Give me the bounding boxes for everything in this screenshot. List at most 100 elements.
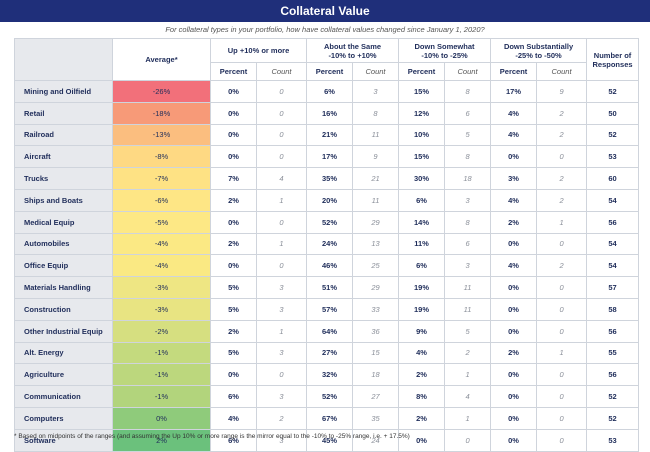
table-row: Office Equip -4% 0% 0 46% 25 6% 3 4% 2 54 xyxy=(14,254,640,278)
same-percent-cell: 27% xyxy=(306,341,354,365)
somewhat-percent-cell: 15% xyxy=(398,80,446,103)
substantial-percent-cell: 0% xyxy=(490,297,538,321)
table-row: Other Industrial Equip -2% 2% 1 64% 36 9% 5 0% 0 5… xyxy=(14,319,640,343)
substantial-count-cell: 2 xyxy=(536,188,588,212)
same-count-cell: 8 xyxy=(352,101,400,125)
somewhat-count-cell: 6 xyxy=(444,101,492,125)
somewhat-count-cell: 3 xyxy=(444,254,492,278)
same-count-cell: 21 xyxy=(352,167,400,190)
substantial-count-cell: 0 xyxy=(536,319,588,343)
same-count-cell: 3 xyxy=(352,80,400,103)
count-header: Count xyxy=(255,62,308,81)
substantial-percent-cell: 2% xyxy=(490,341,538,365)
up-percent-cell: 0% xyxy=(210,80,257,103)
substantial-percent-cell: 4% xyxy=(490,254,538,278)
somewhat-count-cell: 2 xyxy=(444,341,492,365)
same-count-cell: 33 xyxy=(352,297,400,321)
substantial-count-cell: 0 xyxy=(536,145,588,169)
somewhat-count-cell: 8 xyxy=(444,80,492,103)
somewhat-count-cell: 5 xyxy=(444,123,492,147)
average-cell: -4% xyxy=(112,254,211,278)
same-percent-cell: 52% xyxy=(306,385,354,408)
somewhat-count-cell: 6 xyxy=(444,232,492,256)
same-percent-cell: 21% xyxy=(306,123,354,147)
same-percent-cell: 35% xyxy=(306,167,354,190)
table-row: Ships and Boats -6% 2% 1 20% 11 6% 3 4% 2 54 xyxy=(14,188,640,212)
same-percent-cell: 6% xyxy=(306,80,354,103)
category-cell: Agriculture xyxy=(14,363,113,387)
same-count-cell: 36 xyxy=(352,319,400,343)
average-cell: -3% xyxy=(112,297,211,321)
substantial-count-cell: 2 xyxy=(536,101,588,125)
group-header-substantial: Down Substantially -25% to -50% xyxy=(490,38,588,63)
substantial-percent-cell: 17% xyxy=(490,80,538,103)
table-row: Aircraft -8% 0% 0 17% 9 15% 8 0% 0 53 xyxy=(14,145,640,169)
group-header-up: Up +10% or more xyxy=(209,38,308,63)
table-row: Medical Equip -5% 0% 0 52% 29 14% 8 2% 1 56 xyxy=(14,210,640,234)
up-count-cell: 4 xyxy=(255,167,308,190)
substantial-percent-cell: 4% xyxy=(490,101,538,125)
responses-cell: 52 xyxy=(586,80,640,103)
percent-header: Percent xyxy=(306,62,354,81)
responses-cell: 50 xyxy=(586,101,640,125)
group-header-same: About the Same -10% to +10% xyxy=(306,38,400,63)
average-cell: -7% xyxy=(112,167,211,190)
category-cell: Mining and Oilfield xyxy=(14,80,113,103)
somewhat-percent-cell: 14% xyxy=(398,210,446,234)
average-cell: -1% xyxy=(112,385,211,408)
average-cell: -18% xyxy=(112,101,211,125)
same-count-cell: 9 xyxy=(352,145,400,169)
category-cell: Other Industrial Equip xyxy=(14,319,113,343)
responses-cell: 58 xyxy=(586,297,640,321)
somewhat-percent-cell: 6% xyxy=(398,254,446,278)
up-percent-cell: 0% xyxy=(210,210,257,234)
up-percent-cell: 5% xyxy=(210,276,257,299)
same-count-cell: 11 xyxy=(352,188,400,212)
substantial-count-cell: 0 xyxy=(536,363,588,387)
category-cell: Retail xyxy=(14,101,113,125)
somewhat-count-cell: 8 xyxy=(444,210,492,234)
responses-cell: 52 xyxy=(586,385,640,408)
table-row: Alt. Energy -1% 5% 3 27% 15 4% 2 2% 1 55 xyxy=(14,341,640,365)
substantial-percent-cell: 0% xyxy=(490,276,538,299)
same-percent-cell: 24% xyxy=(306,232,354,256)
category-cell: Aircraft xyxy=(14,145,113,169)
average-cell: -1% xyxy=(112,341,211,365)
somewhat-count-cell: 0 xyxy=(444,428,492,452)
substantial-count-cell: 1 xyxy=(536,210,588,234)
same-percent-cell: 16% xyxy=(306,101,354,125)
footnote: * Based on midpoints of the ranges (and … xyxy=(14,433,410,440)
up-count-cell: 3 xyxy=(255,276,308,299)
substantial-count-cell: 0 xyxy=(536,385,588,408)
substantial-percent-cell: 0% xyxy=(490,406,538,430)
up-count-cell: 0 xyxy=(255,145,308,169)
responses-cell: 56 xyxy=(586,363,640,387)
somewhat-count-cell: 1 xyxy=(444,363,492,387)
up-count-cell: 3 xyxy=(255,385,308,408)
same-count-cell: 25 xyxy=(352,254,400,278)
responses-cell: 53 xyxy=(586,145,640,169)
up-percent-cell: 0% xyxy=(210,123,257,147)
substantial-count-cell: 2 xyxy=(536,167,588,190)
up-percent-cell: 0% xyxy=(210,101,257,125)
up-percent-cell: 7% xyxy=(210,167,257,190)
substantial-count-cell: 0 xyxy=(536,406,588,430)
average-cell: -3% xyxy=(112,276,211,299)
substantial-count-cell: 1 xyxy=(536,341,588,365)
up-percent-cell: 6% xyxy=(210,385,257,408)
same-count-cell: 29 xyxy=(352,210,400,234)
responses-cell: 52 xyxy=(586,123,640,147)
up-count-cell: 3 xyxy=(255,297,308,321)
category-cell: Automobiles xyxy=(14,232,113,256)
substantial-percent-cell: 4% xyxy=(490,188,538,212)
up-count-cell: 0 xyxy=(255,101,308,125)
average-cell: -2% xyxy=(112,319,211,343)
substantial-percent-cell: 0% xyxy=(490,145,538,169)
group-header-somewhat: Down Somewhat -10% to -25% xyxy=(398,38,492,63)
category-cell: Office Equip xyxy=(14,254,113,278)
responses-cell: 52 xyxy=(586,406,640,430)
somewhat-count-cell: 5 xyxy=(444,319,492,343)
up-percent-cell: 0% xyxy=(210,363,257,387)
substantial-count-cell: 2 xyxy=(536,254,588,278)
up-count-cell: 2 xyxy=(255,406,308,430)
